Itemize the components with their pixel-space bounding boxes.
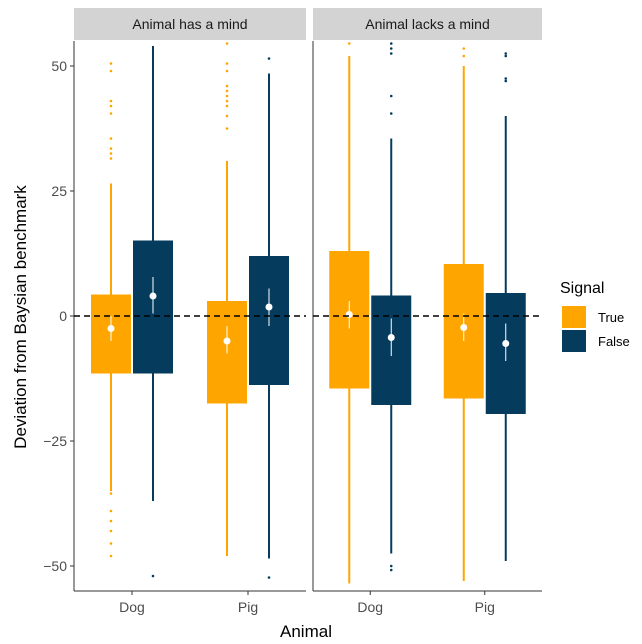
outlier-point	[109, 529, 113, 533]
outlier-point	[347, 42, 351, 45]
facet-strip-title: Animal has a mind	[132, 16, 247, 32]
mean-point	[265, 303, 273, 311]
outlier-point	[225, 89, 229, 93]
outlier-point	[109, 519, 113, 523]
outlier-point	[225, 104, 229, 108]
outlier-point	[109, 509, 113, 513]
mean-point	[149, 292, 157, 300]
mean-point	[345, 311, 353, 318]
facet-panel	[73, 41, 306, 592]
x-tick-label: Pig	[238, 599, 258, 615]
outlier-point	[151, 574, 155, 578]
panels	[73, 41, 542, 592]
x-axis-title: Animal	[280, 622, 332, 641]
outlier-point	[109, 147, 113, 150]
mean-point	[107, 325, 115, 332]
outlier-point	[225, 94, 229, 98]
outlier-point	[109, 112, 113, 115]
facet-strip-title: Animal lacks a mind	[365, 16, 490, 32]
outlier-point	[267, 57, 271, 60]
legend-key-true	[562, 306, 586, 328]
y-tick-label: 25	[51, 183, 67, 199]
outlier-point	[462, 54, 466, 58]
outlier-point	[462, 47, 466, 50]
facet-strips: Animal has a mind Animal lacks a mind	[74, 8, 542, 40]
outlier-point	[504, 79, 508, 83]
outlier-point	[109, 492, 113, 495]
facet-strip	[313, 8, 542, 40]
outlier-point	[504, 77, 508, 80]
outlier-point	[389, 52, 393, 55]
outlier-point	[225, 99, 229, 103]
outlier-point	[389, 112, 393, 115]
y-tick-label: −50	[43, 558, 67, 574]
legend-label-true: True	[598, 310, 624, 325]
x-tick-label: Pig	[475, 599, 495, 615]
y-axis: 50 25 0 −25 −50	[43, 58, 74, 574]
outlier-point	[109, 99, 113, 103]
facet-panel	[312, 41, 542, 592]
outlier-point	[389, 47, 393, 50]
outlier-point	[225, 127, 229, 130]
outlier-point	[225, 84, 229, 88]
outlier-point	[225, 42, 229, 45]
legend-key-false	[562, 330, 586, 352]
y-axis-title: Deviation from Baysian benchmark	[11, 185, 30, 449]
legend-label-false: False	[598, 334, 630, 349]
x-axis: Dog Pig Dog Pig	[119, 591, 495, 615]
mean-point	[502, 340, 510, 347]
outlier-point	[504, 52, 508, 55]
outlier-point	[389, 568, 393, 572]
x-tick-label: Dog	[119, 599, 145, 615]
outlier-point	[389, 94, 393, 98]
facet-strip	[74, 8, 306, 40]
outlier-point	[225, 69, 229, 73]
outlier-point	[389, 564, 393, 568]
outlier-point	[109, 69, 113, 73]
outlier-point	[225, 62, 229, 65]
mean-point	[460, 324, 468, 331]
y-tick-label: 0	[59, 308, 67, 324]
outlier-point	[109, 157, 113, 160]
outlier-point	[504, 54, 508, 58]
y-tick-label: 50	[51, 58, 67, 74]
legend: Signal True False	[560, 280, 630, 352]
legend-title: Signal	[560, 280, 604, 297]
y-tick-label: −25	[43, 433, 67, 449]
outlier-point	[109, 62, 113, 65]
outlier-point	[267, 576, 271, 579]
outlier-point	[109, 152, 113, 155]
outlier-point	[109, 542, 113, 545]
outlier-point	[389, 42, 393, 45]
mean-point	[223, 337, 231, 345]
outlier-point	[109, 554, 113, 558]
x-tick-label: Dog	[357, 599, 383, 615]
outlier-point	[225, 114, 229, 118]
outlier-point	[109, 137, 113, 140]
mean-point	[387, 334, 395, 341]
outlier-point	[109, 104, 113, 108]
